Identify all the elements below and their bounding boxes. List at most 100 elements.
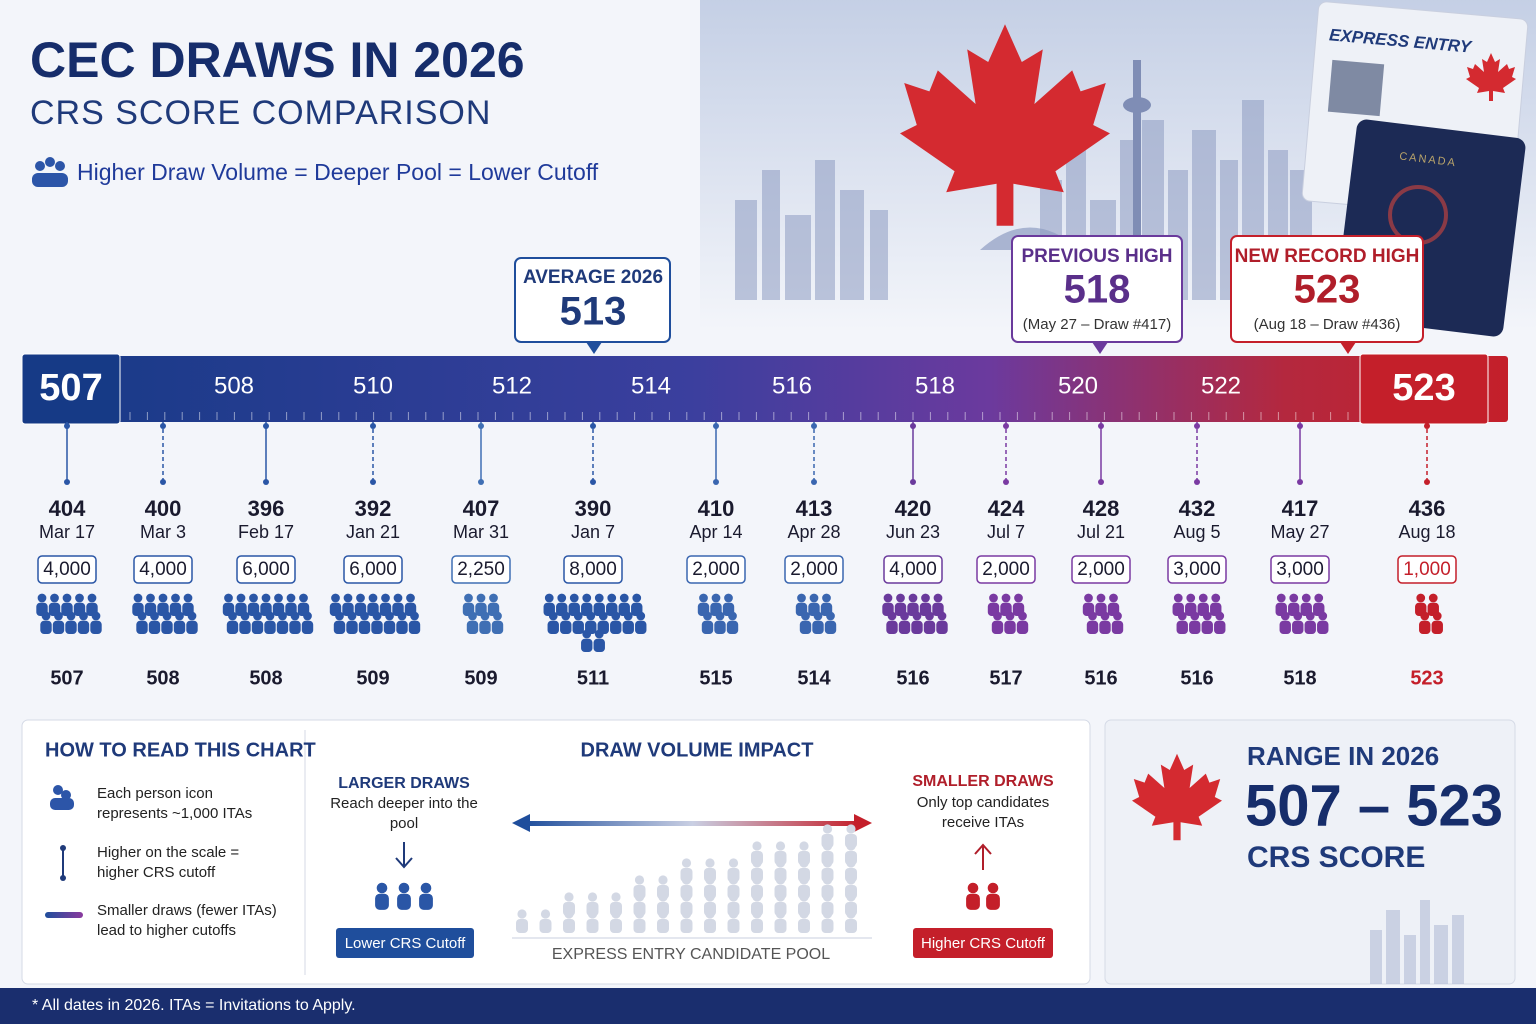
person-head [611,611,621,621]
person-head [619,593,629,603]
person-head [286,593,296,603]
person-body [751,868,763,882]
person-body [774,885,787,899]
person-head [724,593,733,603]
itas-count: 1,000 [1403,559,1451,580]
person-body [40,620,52,635]
person-head [397,611,407,621]
person-body [991,620,1004,635]
person-body [966,893,980,910]
person-head [989,593,998,603]
larger-text: pool [390,815,418,832]
legend-text: higher CRS cutoff [97,864,216,881]
itas-count: 2,000 [1077,559,1125,580]
person-head [75,593,84,603]
scale-bar [22,356,1508,422]
crs-score: 508 [146,667,179,689]
person-head [261,593,271,603]
connector-dot [811,423,817,429]
draw-number: 413 [796,496,833,521]
person-body [563,919,575,933]
person-body [593,638,605,653]
person-body [714,620,726,635]
person-head [1420,611,1430,621]
person-head [489,593,498,603]
range-unit: CRS SCORE [1247,841,1425,874]
person-head [623,611,633,621]
person-head [636,611,646,621]
person-head [557,593,567,603]
connector-dot [910,423,916,429]
person-body [1099,620,1111,635]
person-body [251,620,264,635]
person-head [611,892,621,902]
draw-date: Jan 7 [571,522,615,542]
larger-title: LARGER DRAWS [338,775,470,792]
person-body [886,620,898,635]
connector-dot [1003,479,1009,485]
person-head [347,611,357,621]
crs-score: 508 [249,667,282,689]
person-head [752,841,762,851]
person-body [161,620,173,635]
crs-score: 516 [1180,667,1213,689]
person-body [845,834,857,848]
person-head [801,611,810,621]
person-head [133,593,143,603]
person-head [1173,593,1183,603]
person-head [376,882,388,894]
crs-score: 523 [1410,667,1443,689]
person-body [798,868,810,882]
itas-box [976,555,1036,584]
person-head [846,824,856,834]
footer-bar [0,988,1536,1024]
draw-number: 432 [1179,496,1216,521]
itas-count: 3,000 [1173,559,1221,580]
person-body [751,902,763,916]
person-body [774,919,787,933]
draw-date: Jul 21 [1077,522,1125,542]
person-body [821,834,834,848]
person-head [813,611,823,621]
itas-box [343,555,403,584]
range-value: 507 – 523 [1245,773,1503,838]
draw-number: 407 [463,496,500,521]
person-body [289,620,301,635]
person-body [358,620,371,635]
person-head [368,593,378,603]
scale-tick-label: 510 [353,372,393,399]
itas-box [37,555,97,584]
connector-dot [811,479,817,485]
scale-tick-label: 514 [631,372,671,399]
person-body [408,620,421,635]
draw-date: Apr 14 [689,522,742,542]
person-head [398,882,410,894]
person-head [728,858,739,868]
smaller-text: receive ITAs [942,814,1024,831]
draw-date: Jun 23 [886,522,940,542]
draw-number: 404 [49,496,86,521]
person-body [821,885,834,899]
itas-box [451,555,511,584]
person-head [50,593,59,603]
draw-number: 392 [355,496,392,521]
person-body [898,620,911,635]
draw-number: 428 [1083,496,1120,521]
previous-callout: PREVIOUS HIGH 518 (May 27 – Draw #417) [1011,235,1183,354]
person-body [821,851,834,865]
person-head [634,875,645,885]
connector-dot [263,423,269,429]
person-head [162,611,172,621]
person-head [703,611,712,621]
person-head [1190,611,1200,621]
person-body [1111,620,1124,635]
person-head [967,882,979,894]
draw-number: 390 [575,496,612,521]
person-head [1177,611,1187,621]
